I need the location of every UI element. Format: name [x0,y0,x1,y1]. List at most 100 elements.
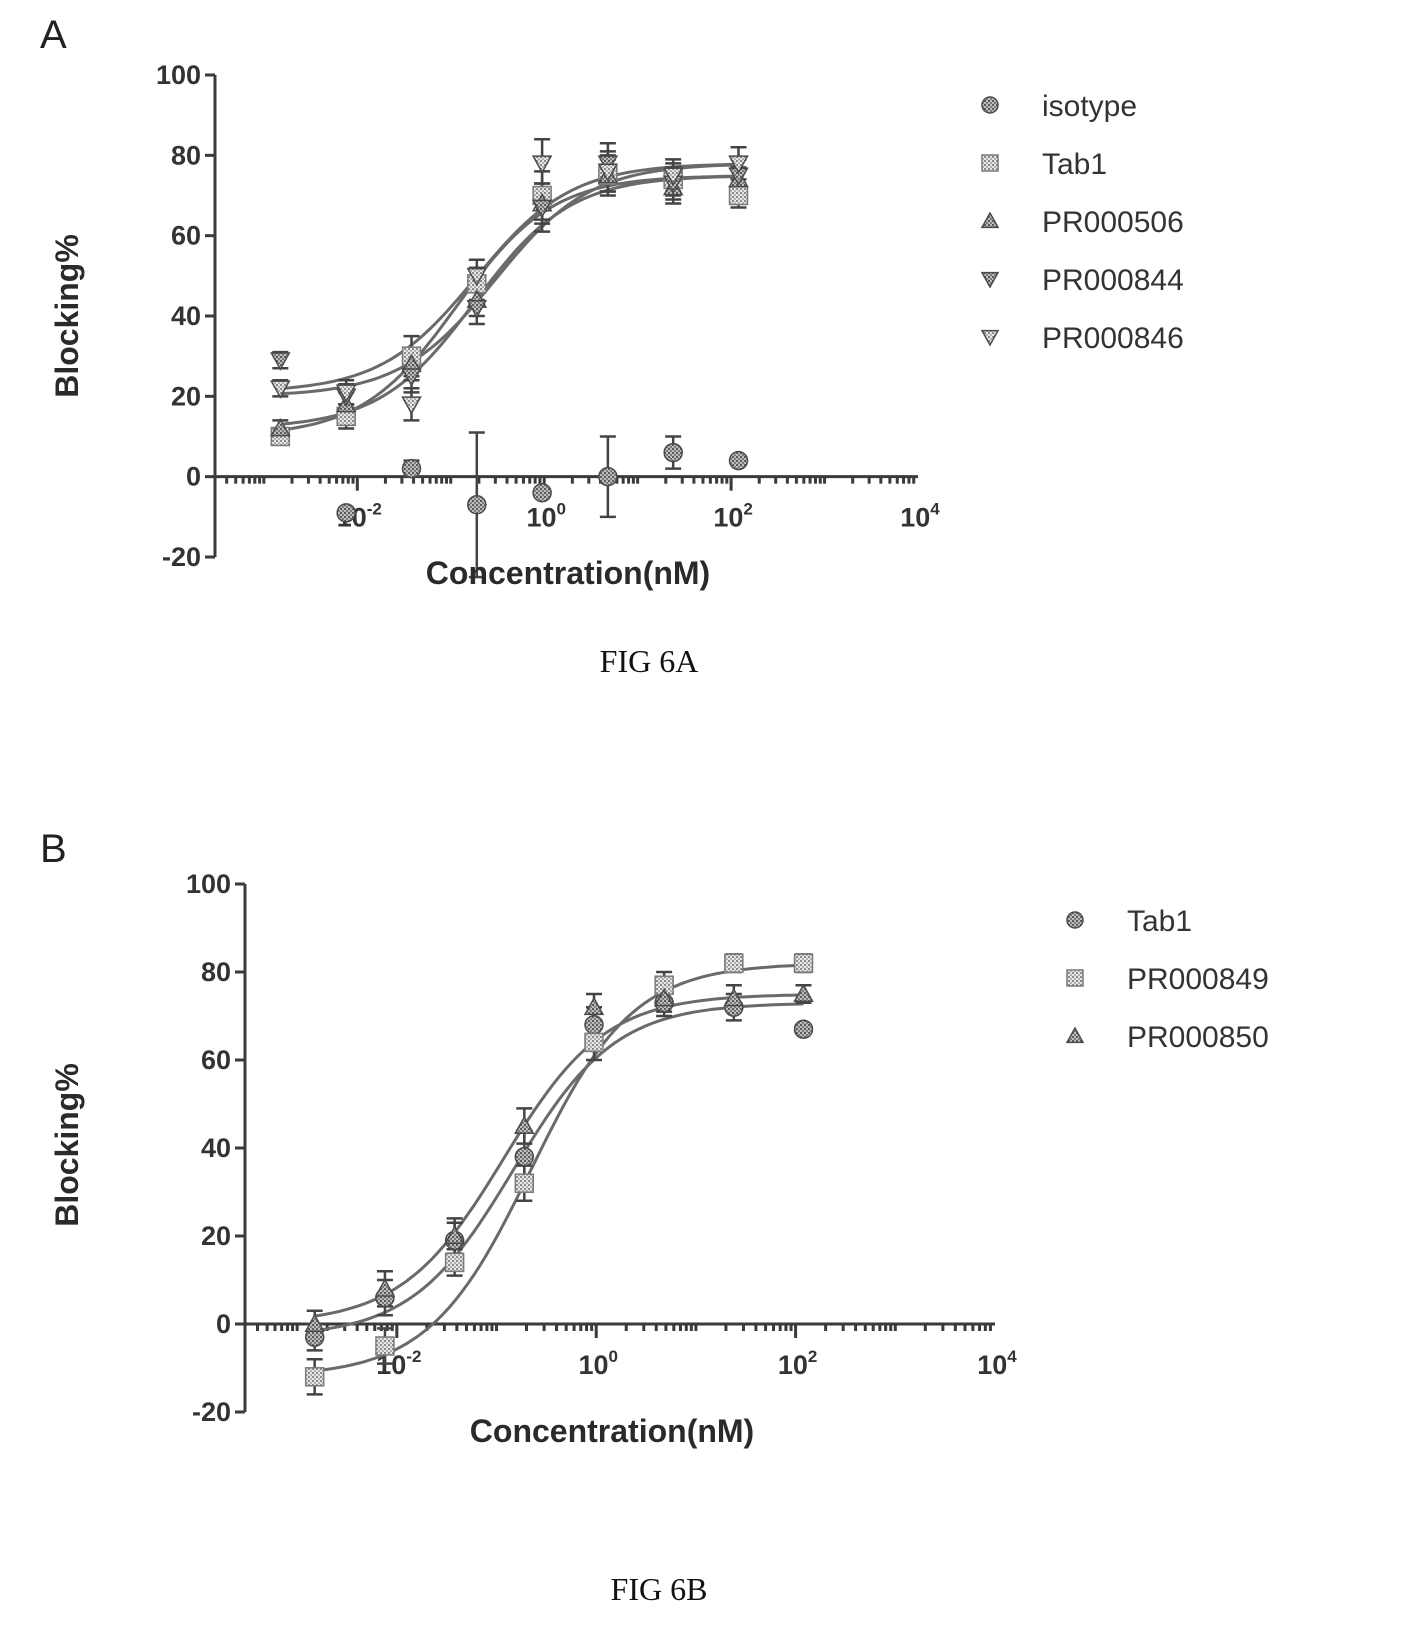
x-tick-label: 100 [526,500,566,533]
fit-curve-pr000850 [314,993,804,1318]
data-point-pr000849 [724,953,744,973]
y-axis-title-a: Blocking% [49,234,85,398]
legend-label: PR000844 [1042,264,1184,297]
data-point-pr000850 [374,1278,396,1297]
data-point-pr000846 [466,267,488,287]
data-point-pr000846 [335,384,357,403]
data-point-pr000849 [514,1173,535,1193]
data-point-pr000849 [444,1252,465,1273]
y-tick-label: 80 [171,140,201,170]
figure-caption-b: FIG 6B [611,1571,708,1607]
x-tick-label: 102 [713,500,753,533]
legend-marker-isotype [981,96,999,114]
x-tick-label: 104 [977,1347,1017,1380]
legend-marker-pr000846 [980,329,1000,347]
data-point-tab1 [793,1019,814,1039]
legend-entry-pr000846: PR000846 [980,322,1184,355]
data-point-pr000850 [653,987,675,1007]
y-tick-label: -20 [162,542,201,572]
data-points-b [304,953,814,1387]
y-tick-label: 0 [186,462,201,492]
legend-label: Tab1 [1127,905,1192,938]
legend-label: isotype [1042,90,1137,123]
legend-marker-pr000849 [1066,969,1084,987]
y-tick-label: 100 [156,60,201,90]
fit-curve-pr000846 [280,162,739,391]
fit-curves-b [314,963,804,1373]
legend-entry-pr000849: PR000849 [1066,963,1269,996]
legend-entry-tab1: Tab1 [1066,905,1192,938]
fit-curve-tab1 [314,1002,804,1333]
legend-label: Tab1 [1042,148,1107,181]
y-tick-label: 0 [216,1309,231,1339]
data-point-pr000506 [270,417,291,437]
data-point-pr000850 [304,1313,325,1332]
fit-curves-a [280,162,739,432]
data-point-pr000849 [375,1336,395,1356]
data-point-isotype [532,482,552,503]
data-point-tab1 [584,1015,604,1035]
panel-label-a: A [40,13,67,57]
data-points-a [270,155,749,523]
data-point-pr000850 [444,1225,465,1244]
data-point-pr000850 [723,987,745,1007]
legend-label: PR000506 [1042,206,1184,239]
data-point-isotype [598,466,618,487]
y-tick-label: 40 [201,1133,231,1163]
data-point-pr000849 [584,1032,604,1053]
x-tick-label: 102 [778,1347,818,1380]
x-tick-label: 100 [578,1347,618,1380]
legend-label: PR000846 [1042,322,1184,355]
data-point-pr000846 [728,155,749,174]
legend-marker-pr000850 [1065,1026,1085,1044]
legend-label: PR000850 [1127,1021,1269,1054]
data-point-pr000846 [270,380,291,399]
data-point-pr000844 [466,300,488,319]
panel-b: B -20 0 20 40 60 80 100 10-2 100 102 104 Tab1 PR000… [40,827,1269,1607]
fit-curve-pr000849 [314,963,804,1373]
axes-b: -20 0 20 40 60 80 100 10-2 100 102 104 [186,869,1017,1427]
data-point-pr000850 [793,983,814,1002]
y-tick-label: 60 [201,1045,231,1075]
y-axis-title-b: Blocking% [49,1063,85,1227]
data-point-isotype [336,503,356,523]
data-point-isotype [728,450,749,471]
data-point-isotype [467,495,487,515]
error-bars-b [306,953,812,1396]
x-tick-label: 10-2 [376,1347,421,1380]
data-point-pr000850 [514,1115,535,1134]
y-tick-label: 40 [171,301,201,331]
y-tick-label: -20 [192,1397,231,1427]
legend-b: Tab1 PR000849 PR000850 [1065,905,1269,1054]
x-tick-label: 104 [900,500,940,533]
y-tick-label: 100 [186,869,231,899]
legend-entry-pr000844: PR000844 [980,264,1184,297]
data-point-tab1 [514,1147,535,1167]
legend-marker-tab1 [1066,911,1084,929]
panel-label-b: B [40,827,67,871]
y-tick-label: 20 [171,381,201,411]
legend-entry-isotype: isotype [981,90,1137,123]
legend-marker-pr000506 [980,211,1000,229]
data-point-isotype [401,458,422,479]
legend-label: PR000849 [1127,963,1269,996]
data-point-pr000846 [401,396,422,415]
data-point-pr000844 [270,352,291,371]
data-point-tab1 [728,185,749,206]
data-point-pr000844 [531,199,553,219]
data-point-pr000846 [531,155,553,174]
legend-entry-tab1: Tab1 [981,148,1107,181]
legend-marker-tab1 [981,154,999,172]
x-axis-title-a: Concentration(nM) [426,555,710,591]
fit-curve-pr000844 [280,163,739,396]
x-axis-title-b: Concentration(nM) [470,1413,754,1449]
legend-marker-pr000844 [980,271,1000,289]
data-point-pr000844 [401,368,422,387]
data-point-pr000846 [597,163,619,182]
y-tick-label: 60 [171,221,201,251]
y-tick-label: 80 [201,957,231,987]
legend-a: isotype Tab1 PR000506 PR000844 PR000846 [980,90,1184,355]
